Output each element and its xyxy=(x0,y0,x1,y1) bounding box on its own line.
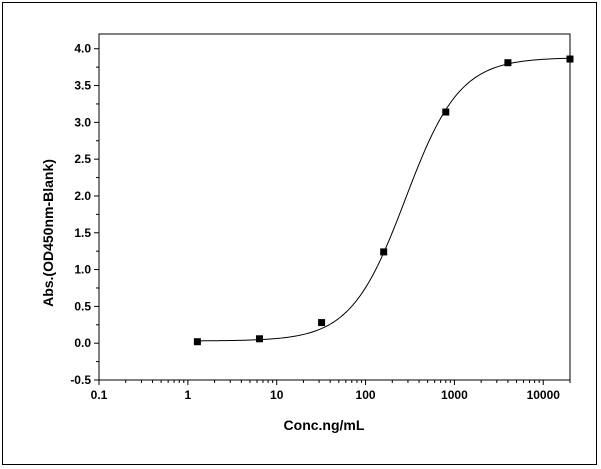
fit-curve-layer xyxy=(197,57,571,342)
y-tick-label: 1.0 xyxy=(74,263,91,277)
data-point xyxy=(318,319,326,327)
data-point xyxy=(255,335,263,343)
chart-frame xyxy=(2,2,597,465)
y-tick-label: 3.0 xyxy=(74,115,91,129)
fit-curve-line xyxy=(197,57,571,342)
y-axis-title: Abs.(OD450nm-Blank) xyxy=(40,159,56,307)
y-tick-label: 2.0 xyxy=(74,189,91,203)
x-tick-label: 10000 xyxy=(527,388,561,402)
axes: 0.1 1 10 100 1000 10000 -0.5 0.0 0.5 1.0 1.5 2.0 2.5… xyxy=(70,33,571,402)
y-tick-label: 1.5 xyxy=(74,226,91,240)
y-tick-label: 2.5 xyxy=(74,152,91,166)
x-tick-label: 1000 xyxy=(441,388,468,402)
x-tick-label: 1 xyxy=(185,388,192,402)
plot-border xyxy=(98,33,571,381)
data-point xyxy=(566,55,574,63)
y-tick-label: 0.0 xyxy=(74,336,91,350)
y-tick-label: -0.5 xyxy=(70,373,91,387)
data-point xyxy=(193,338,201,346)
data-point xyxy=(442,108,450,116)
x-axis-title: Conc.ng/mL xyxy=(284,417,365,433)
data-point xyxy=(380,248,388,256)
data-points-layer xyxy=(193,55,574,346)
data-point xyxy=(504,59,512,67)
x-tick-label: 10 xyxy=(270,388,284,402)
y-tick-label: 0.5 xyxy=(74,299,91,313)
x-tick-label: 0.1 xyxy=(91,388,108,402)
y-tick-label: 3.5 xyxy=(74,79,91,93)
y-tick-label: 4.0 xyxy=(74,42,91,56)
x-tick-label: 100 xyxy=(356,388,376,402)
